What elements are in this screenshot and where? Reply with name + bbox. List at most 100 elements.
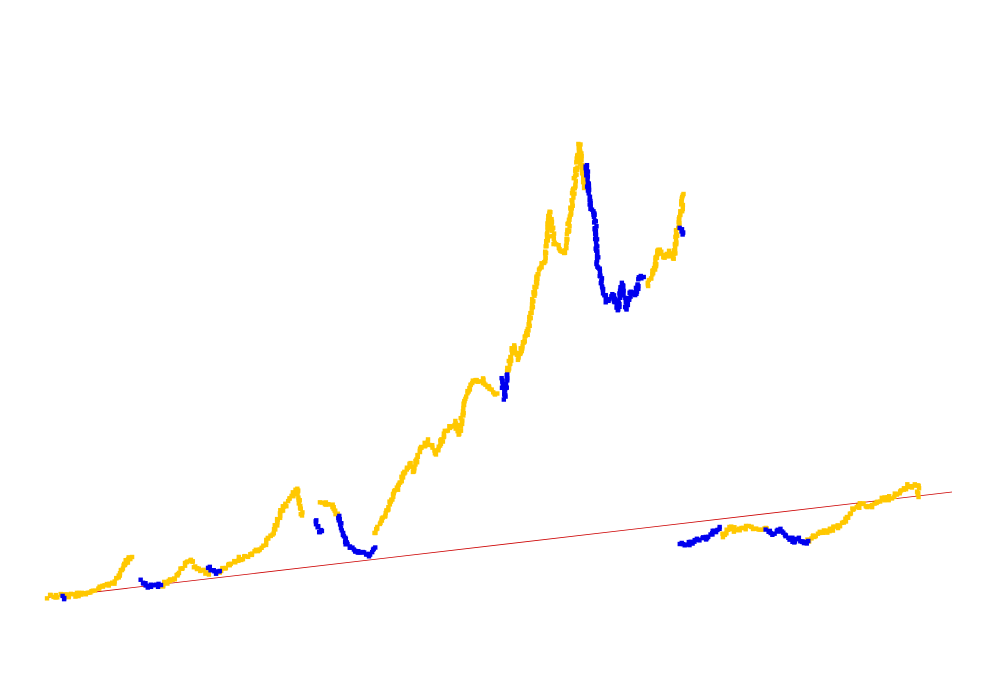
data-point: [564, 232, 570, 237]
data-point: [528, 310, 534, 316]
data-point: [848, 511, 854, 516]
data-point: [340, 532, 346, 537]
data-point: [676, 220, 681, 225]
data-point: [728, 526, 733, 532]
data-point: [825, 530, 830, 535]
data-point: [430, 445, 435, 450]
data-point: [844, 514, 850, 520]
data-point: [438, 441, 443, 447]
data-point: [586, 191, 591, 196]
data-point: [373, 530, 378, 536]
data-point: [343, 535, 348, 541]
data-point: [680, 206, 685, 212]
data-point: [245, 554, 251, 560]
data-point: [315, 525, 320, 530]
data-point: [569, 198, 574, 203]
data-point: [261, 543, 266, 548]
data-point: [369, 549, 375, 555]
data-point: [821, 528, 827, 533]
data-point: [613, 300, 619, 305]
data-point: [236, 554, 242, 560]
data-point: [387, 502, 393, 507]
data-point: [278, 513, 283, 518]
data-point: [71, 592, 76, 597]
data-point: [264, 540, 269, 545]
data-point: [391, 494, 396, 499]
data-point: [280, 508, 286, 513]
data-point: [802, 539, 807, 545]
data-point: [861, 501, 866, 506]
data-point: [299, 513, 305, 518]
data-point: [679, 195, 685, 200]
data-point: [392, 488, 398, 493]
data-point: [892, 494, 897, 500]
data-point: [62, 595, 67, 601]
data-point: [794, 536, 799, 542]
data-point: [495, 391, 500, 396]
data-point: [112, 579, 117, 584]
data-point: [138, 577, 143, 582]
data-point: [857, 505, 862, 510]
data-point: [654, 255, 660, 261]
data-point: [125, 560, 131, 565]
data-point: [585, 177, 590, 182]
data-point: [273, 527, 278, 532]
data-point: [423, 443, 428, 449]
data-point: [616, 300, 622, 306]
data-point: [439, 437, 444, 442]
data-point: [275, 517, 281, 522]
data-point: [746, 523, 751, 529]
data-point: [158, 582, 164, 588]
data-point: [506, 358, 511, 364]
data-point: [772, 531, 777, 536]
data-point: [326, 502, 332, 507]
data-point: [97, 584, 102, 589]
data-point: [654, 262, 659, 267]
data-point: [544, 236, 550, 241]
data-point: [653, 258, 658, 263]
data-point: [503, 392, 508, 398]
data-point: [544, 243, 549, 249]
data-point: [633, 285, 639, 291]
data-point: [117, 571, 123, 576]
data-point: [903, 487, 909, 492]
data-point: [298, 506, 303, 511]
data-point: [775, 529, 781, 534]
data-point: [191, 565, 197, 570]
data-point: [851, 506, 857, 511]
data-point: [564, 240, 569, 245]
data-point: [763, 527, 768, 532]
data-point: [190, 559, 195, 564]
data-point: [545, 231, 550, 236]
data-point: [506, 366, 512, 371]
data-point: [790, 535, 795, 540]
data-point: [236, 558, 241, 563]
data-point: [898, 488, 904, 493]
data-point: [588, 198, 593, 204]
data-point: [569, 210, 574, 216]
data-point: [585, 188, 591, 193]
data-point: [499, 375, 504, 381]
data-point: [345, 541, 350, 547]
data-point: [161, 583, 166, 588]
data-point: [182, 563, 188, 568]
data-point: [886, 494, 892, 499]
data-point: [249, 551, 255, 556]
data-point: [869, 504, 875, 510]
data-point: [481, 377, 486, 382]
data-point: [581, 185, 587, 191]
data-point: [599, 279, 604, 284]
data-point: [530, 304, 536, 310]
data-point: [281, 504, 287, 509]
data-point: [214, 569, 219, 575]
data-point: [68, 591, 74, 597]
data-point: [425, 439, 430, 445]
data-point: [645, 280, 650, 286]
data-point: [529, 296, 535, 302]
data-point: [710, 532, 715, 537]
data-point: [579, 170, 585, 176]
data-point: [574, 172, 579, 177]
data-point: [528, 315, 533, 321]
data-point: [549, 228, 555, 233]
